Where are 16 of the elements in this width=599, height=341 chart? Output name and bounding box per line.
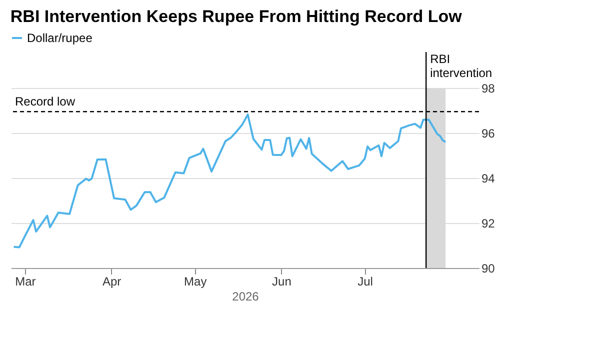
x-tick-label: May [184, 274, 207, 288]
y-tick-label: 98 [482, 82, 496, 96]
y-tick-label: 94 [482, 172, 496, 186]
ref-line-label: Record low [15, 94, 76, 109]
chart-title: RBI Intervention Keeps Rupee From Hitting Record Low [10, 7, 463, 26]
ref-line-label: RBI intervention [430, 52, 492, 80]
legend-label: Dollar/rupee [27, 31, 93, 45]
y-tick-label: 96 [482, 126, 496, 140]
y-tick-label: 92 [482, 216, 496, 230]
x-tick-label: Jun [272, 274, 292, 288]
x-tick-label: Jul [358, 274, 373, 288]
x-axis-title: 2026 [232, 290, 260, 304]
line-series [12, 114, 447, 248]
x-tick-label: Apr [102, 274, 122, 288]
y-tick-label: 90 [482, 262, 496, 276]
x-tick-label: Mar [15, 274, 36, 288]
